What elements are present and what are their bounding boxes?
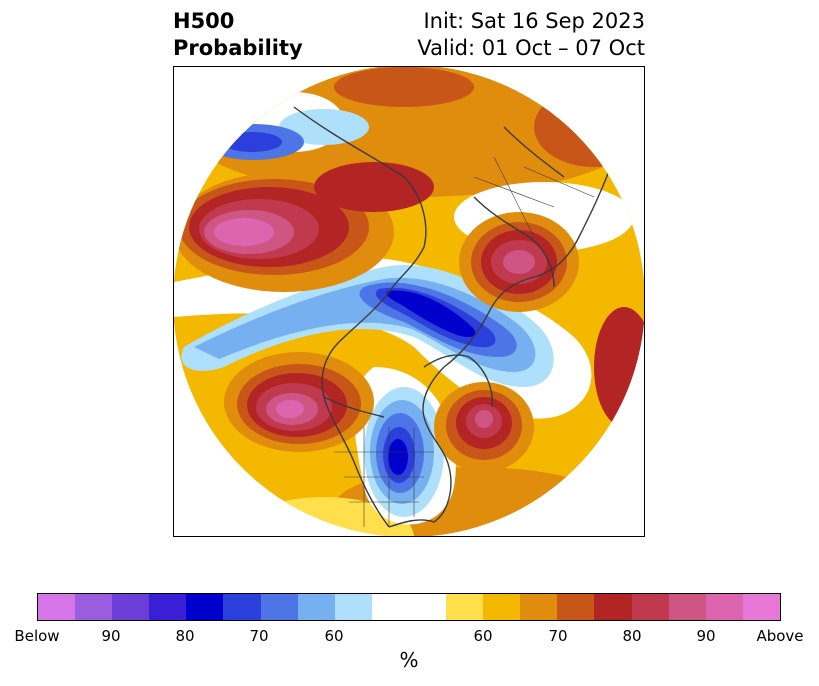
colorbar-segment-above-4 [594, 594, 632, 620]
colorbar [37, 593, 781, 621]
above-westcoast-95 [276, 400, 304, 418]
colorbar-segment-below-4 [186, 594, 224, 620]
field-north-brown [334, 67, 474, 107]
map-title-right: Init: Sat 16 Sep 2023 Valid: 01 Oct – 07… [417, 8, 645, 62]
coastlines [293, 106, 615, 528]
colorbar-tick-above: Above [756, 627, 804, 645]
colorbar-segment-below-1 [75, 594, 113, 620]
title-variable: H500 [173, 9, 235, 33]
init-date-label: Init: Sat 16 Sep 2023 [423, 9, 645, 33]
colorbar-segment-below-3 [149, 594, 187, 620]
colorbar-tick-60-below: 60 [324, 627, 344, 645]
colorbar-unit-label: % [399, 648, 419, 672]
map-title-left: H500 Probability [173, 8, 303, 62]
colorbar-segment-below-2 [112, 594, 150, 620]
above-russia-90 [503, 250, 535, 274]
colorbar-tick-below: Below [14, 627, 60, 645]
colorbar-tick-70-below: 70 [249, 627, 269, 645]
colorbar-tick-90-below: 90 [101, 627, 121, 645]
country-borders [334, 156, 595, 527]
colorbar-tick-60-above: 60 [473, 627, 493, 645]
colorbar-segment-below-8 [334, 594, 372, 620]
colorbar-segment-above-5 [631, 594, 669, 620]
colorbar-segment-neutral [371, 594, 447, 620]
below-arctic-80 [386, 290, 476, 337]
colorbar-segment-above-1 [483, 594, 521, 620]
title-type: Probability [173, 36, 303, 60]
colorbar-tick-80-below: 80 [175, 627, 195, 645]
colorbar-segment-above-2 [520, 594, 558, 620]
valid-period-label: Valid: 01 Oct – 07 Oct [417, 36, 645, 60]
colorbar-segment-above-7 [705, 594, 743, 620]
colorbar-segment-below-5 [223, 594, 261, 620]
colorbar-segment-below-7 [297, 594, 335, 620]
colorbar-tick-90-above: 90 [696, 627, 716, 645]
colorbar-segment-above-0 [446, 594, 484, 620]
colorbar-segment-below-0 [38, 594, 76, 620]
colorbar-segment-above-3 [557, 594, 595, 620]
above-atlantic-90 [475, 410, 493, 428]
below-lakes-80 [388, 439, 408, 475]
above-bering-80 [314, 162, 434, 212]
above-pacific-95 [214, 218, 274, 246]
colorbar-segment-above-6 [668, 594, 706, 620]
polar-map [173, 66, 645, 537]
colorbar-segment-above-8 [742, 594, 780, 620]
probability-field [174, 67, 644, 536]
below-asia-75 [222, 132, 282, 152]
colorbar-tick-70-above: 70 [548, 627, 568, 645]
colorbar-segment-below-6 [260, 594, 298, 620]
polar-map-svg [174, 67, 644, 536]
colorbar-tick-80-above: 80 [622, 627, 642, 645]
